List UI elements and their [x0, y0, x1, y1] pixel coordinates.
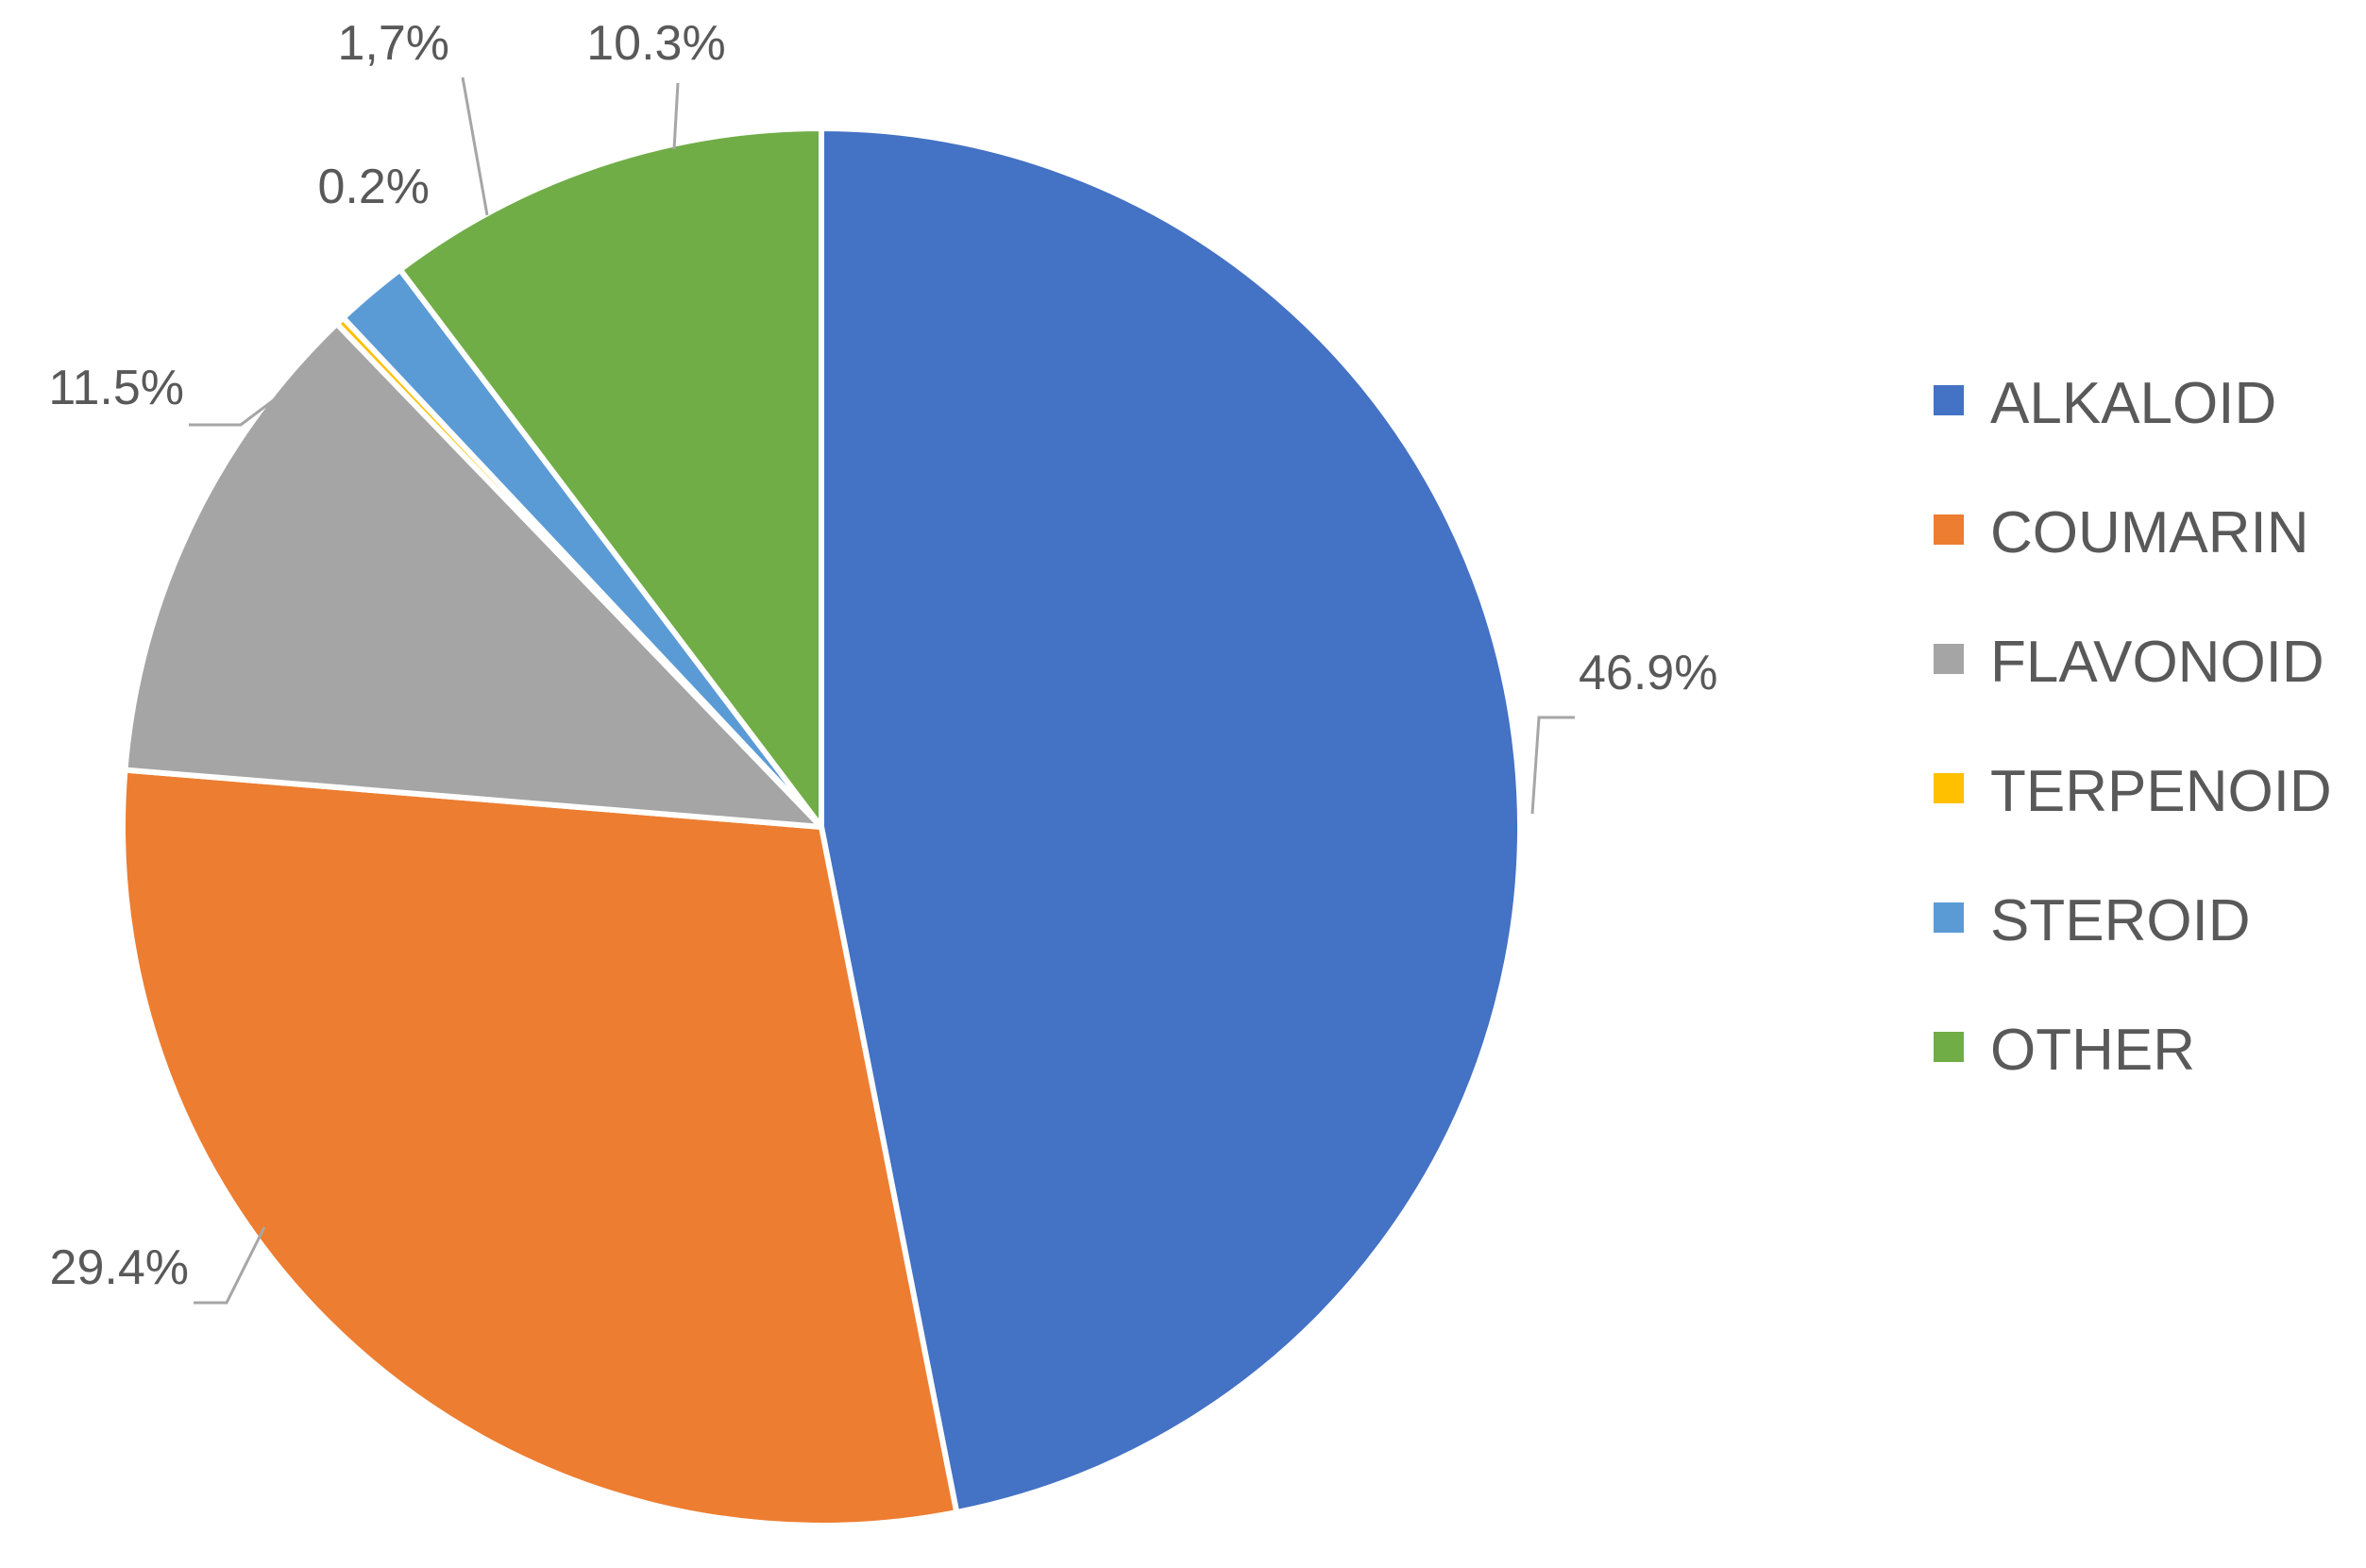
legend-label-steroid: STEROID	[1990, 888, 2251, 953]
legend-swatch-alkaloid	[1934, 385, 1964, 415]
data-label-alkaloid: 46.9%	[1579, 646, 1717, 700]
pie-slices	[120, 126, 1523, 1528]
legend-label-flavonoid: FLAVONOID	[1990, 630, 2324, 695]
leader-line-steroid	[461, 76, 489, 216]
legend-swatch-terpenoid	[1934, 773, 1964, 803]
data-label-terpenoid: 0.2%	[317, 160, 430, 214]
pie-slice-flavonoid	[122, 320, 824, 830]
data-label-steroid: 1,7%	[337, 16, 449, 71]
legend-swatch-steroid	[1934, 902, 1964, 933]
data-label-other: 10.3%	[586, 16, 725, 71]
pie-slice-other	[397, 126, 824, 830]
legend-label-other: OTHER	[1990, 1018, 2195, 1083]
legend-swatch-other	[1934, 1032, 1964, 1062]
leader-line-flavonoid	[189, 395, 279, 427]
leader-lines	[189, 76, 1575, 1305]
data-label-flavonoid: 11.5%	[48, 361, 184, 415]
legend: ALKALOID COUMARIN FLAVONOID TERPENOID STEROI…	[1934, 371, 2332, 1083]
legend-swatch-flavonoid	[1934, 644, 1964, 674]
legend-label-coumarin: COUMARIN	[1990, 500, 2309, 565]
pie-slice-alkaloid	[819, 126, 1523, 1516]
leader-line-alkaloid	[1530, 716, 1575, 815]
legend-label-alkaloid: ALKALOID	[1990, 371, 2276, 436]
leader-line-coumarin	[194, 1226, 266, 1305]
legend-label-terpenoid: TERPENOID	[1990, 759, 2332, 824]
leader-line-other	[672, 82, 680, 150]
data-labels: 46.9% 29.4% 11.5% 0.2% 1,7% 10.3%	[48, 16, 1717, 1295]
pie-slice-coumarin	[120, 767, 960, 1528]
legend-swatch-coumarin	[1934, 514, 1964, 545]
data-label-coumarin: 29.4%	[50, 1240, 189, 1295]
